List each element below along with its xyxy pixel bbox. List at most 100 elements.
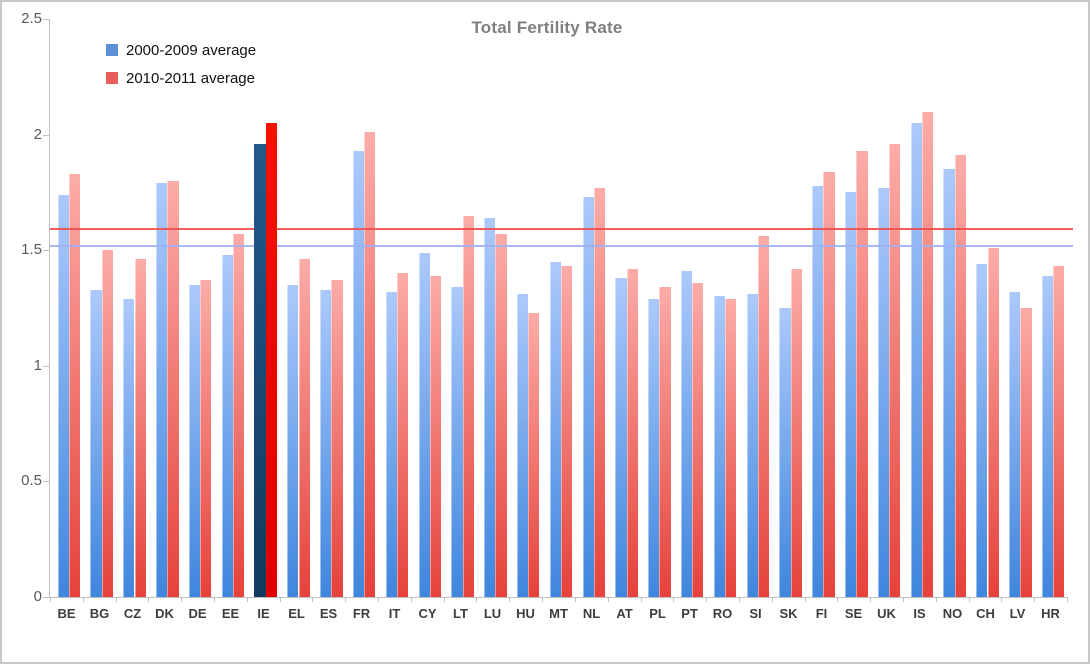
chart-title: Total Fertility Rate <box>471 18 623 37</box>
x-axis-label-be: BE <box>57 606 76 621</box>
x-axis-label-lv: LV <box>1009 606 1026 621</box>
legend-swatch-red <box>106 72 118 84</box>
x-axis-label-fi: FI <box>815 606 828 621</box>
bar-no-2010-2011 <box>954 155 966 597</box>
bar-si-2010-2011 <box>757 236 770 597</box>
x-tick <box>312 597 313 602</box>
bar-es-2010-2011 <box>331 280 343 597</box>
y-axis-label: 1 <box>33 357 42 374</box>
x-axis-label-uk: UK <box>877 606 896 621</box>
bar-cz-2000-2009 <box>123 298 135 597</box>
bar-ie-2010-2011 <box>265 123 277 597</box>
x-tick <box>280 597 281 602</box>
bar-pt-2000-2009 <box>680 271 693 597</box>
y-axis-label: 0 <box>33 588 42 605</box>
x-tick <box>575 597 576 602</box>
x-axis-label-se: SE <box>844 606 863 621</box>
bar-de-2000-2009 <box>188 284 201 597</box>
y-axis-label: 2 <box>33 126 42 143</box>
bar-it-2000-2009 <box>385 291 397 597</box>
bar-hu-2010-2011 <box>528 312 540 597</box>
x-tick <box>214 597 215 602</box>
x-tick <box>837 597 838 602</box>
x-tick <box>739 597 740 602</box>
x-axis-label-si: SI <box>749 606 762 621</box>
bar-lv-2000-2009 <box>1009 291 1021 597</box>
bar-se-2000-2009 <box>845 192 857 597</box>
x-axis-label-bg: BG <box>89 606 110 621</box>
bar-bg-2010-2011 <box>101 250 113 597</box>
bar-lt-2010-2011 <box>462 215 474 597</box>
bar-ee-2000-2009 <box>221 254 233 597</box>
bar-sk-2010-2011 <box>790 268 802 597</box>
bar-fi-2010-2011 <box>823 171 835 597</box>
x-tick <box>476 597 477 602</box>
bar-pt-2010-2011 <box>692 282 704 597</box>
x-axis-label-no: NO <box>942 606 963 621</box>
legend-item-2010-2011: 2010-2011 average <box>106 64 256 92</box>
x-axis-label-hu: HU <box>516 606 535 621</box>
bar-uk-2010-2011 <box>889 143 901 597</box>
x-tick <box>1067 597 1068 602</box>
legend-label-2000-2009: 2000-2009 average <box>126 41 257 59</box>
x-tick <box>444 597 445 602</box>
bar-hu-2000-2009 <box>516 294 529 597</box>
bar-at-2010-2011 <box>626 268 638 597</box>
y-axis-line <box>49 19 50 598</box>
bar-ee-2010-2011 <box>232 234 245 597</box>
bar-cy-2000-2009 <box>418 252 430 597</box>
x-axis-label-ee: EE <box>221 606 240 621</box>
x-tick <box>411 597 412 602</box>
bar-at-2000-2009 <box>615 277 627 597</box>
bar-pl-2010-2011 <box>659 287 671 597</box>
x-tick <box>805 597 806 602</box>
y-tick <box>43 135 49 136</box>
x-axis-label-lu: LU <box>483 606 502 621</box>
bar-ie-2000-2009 <box>254 143 266 597</box>
x-tick <box>706 597 707 602</box>
x-tick <box>673 597 674 602</box>
x-tick <box>247 597 248 602</box>
bar-ro-2010-2011 <box>725 298 737 597</box>
bar-sk-2000-2009 <box>779 308 791 597</box>
bar-si-2000-2009 <box>746 294 758 597</box>
bar-dk-2000-2009 <box>156 183 168 597</box>
bar-pl-2000-2009 <box>648 298 660 597</box>
x-tick <box>378 597 379 602</box>
x-tick <box>772 597 773 602</box>
bar-ch-2010-2011 <box>987 247 999 597</box>
x-axis-label-el: EL <box>288 606 305 621</box>
x-axis-label-pt: PT <box>681 606 698 621</box>
x-axis-label-ro: RO <box>712 606 733 621</box>
bar-ro-2000-2009 <box>713 296 725 597</box>
bar-is-2000-2009 <box>910 123 922 597</box>
x-tick <box>641 597 642 602</box>
x-axis-label-pl: PL <box>649 606 666 621</box>
bar-el-2000-2009 <box>287 284 299 597</box>
bar-fi-2000-2009 <box>812 185 824 597</box>
legend-item-2000-2009: 2000-2009 average <box>106 36 256 64</box>
x-axis-label-it: IT <box>388 606 401 621</box>
y-tick <box>43 250 49 251</box>
x-tick <box>345 597 346 602</box>
x-tick <box>509 597 510 602</box>
x-tick <box>116 597 117 602</box>
bar-mt-2010-2011 <box>561 266 573 597</box>
y-axis-label: 2.5 <box>21 10 42 27</box>
x-axis-label-de: DE <box>188 606 207 621</box>
bar-fr-2010-2011 <box>364 132 376 597</box>
x-tick <box>1034 597 1035 602</box>
bar-uk-2000-2009 <box>877 187 890 597</box>
bar-lt-2000-2009 <box>451 287 463 597</box>
bar-cz-2010-2011 <box>134 259 146 597</box>
reference-line-red <box>50 228 1073 230</box>
y-axis-label: 0.5 <box>21 472 42 489</box>
reference-line-blue <box>50 245 1073 247</box>
x-tick <box>50 597 51 602</box>
bar-es-2000-2009 <box>320 289 332 597</box>
x-tick <box>83 597 84 602</box>
x-axis-label-hr: HR <box>1041 606 1060 621</box>
bar-bg-2000-2009 <box>90 289 102 597</box>
bar-nl-2010-2011 <box>593 187 606 597</box>
